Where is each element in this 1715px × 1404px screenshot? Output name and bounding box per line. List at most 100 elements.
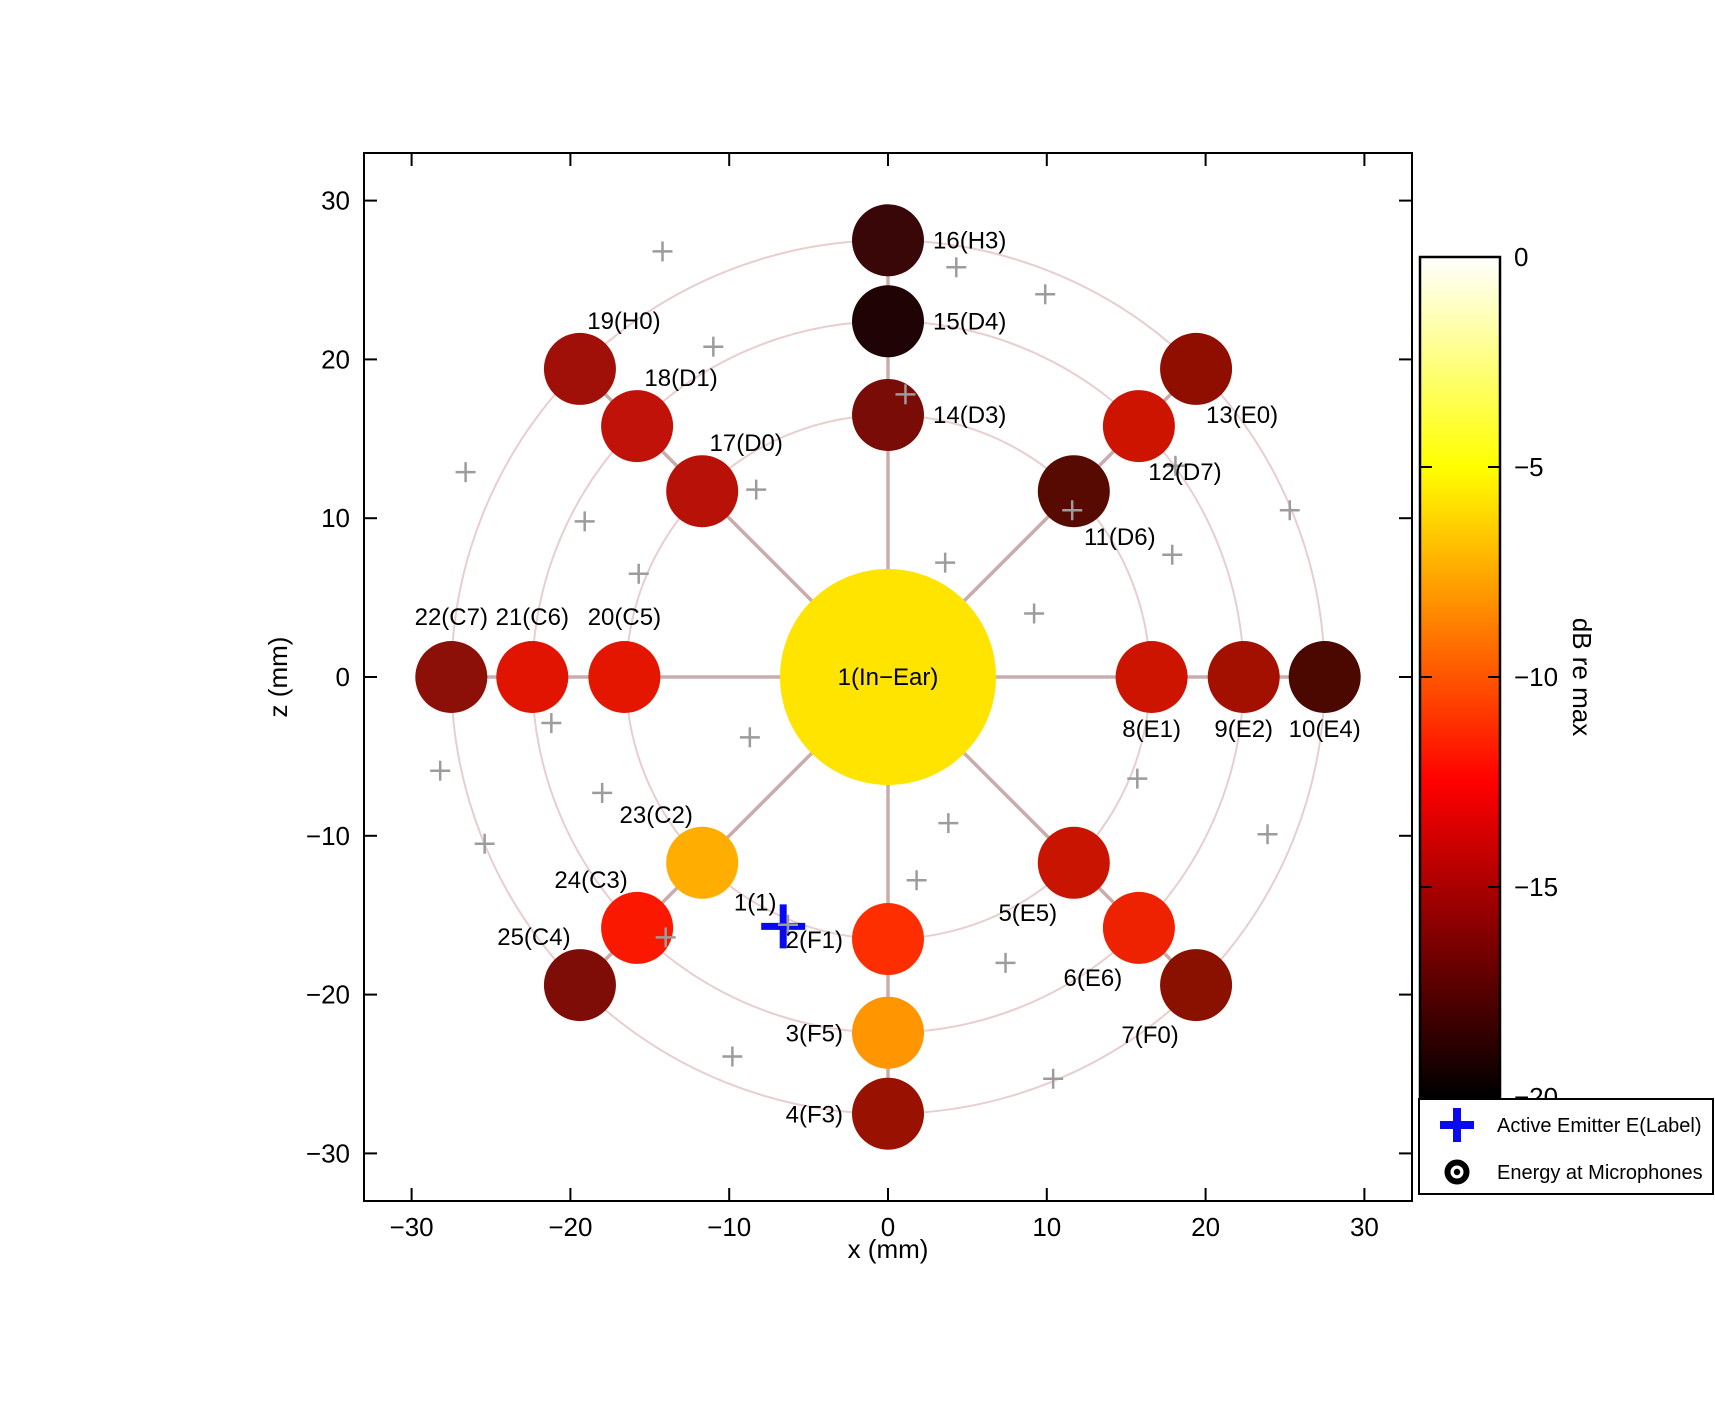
y-tick-label: −20: [306, 980, 350, 1010]
inactive-emitter-plus: [574, 511, 595, 532]
colorbar: [1418, 255, 1502, 1099]
active-emitter-cross: [761, 904, 806, 949]
inactive-emitter-plus: [1165, 455, 1186, 476]
mic-label-23: 23(C2): [620, 802, 693, 829]
mic-circle-12: [1102, 390, 1175, 463]
inactive-emitter-plus: [935, 552, 956, 573]
inactive-emitter-plus: [1035, 284, 1056, 305]
mic-label-21: 21(C6): [496, 604, 569, 631]
inactive-emitter-plus: [1062, 500, 1083, 521]
mic-circle-19: [543, 332, 616, 405]
legend-box: [1418, 1098, 1714, 1195]
inactive-emitter-plus: [1127, 768, 1148, 789]
y-tick-label: 20: [321, 344, 350, 374]
mic-label-8: 8(E1): [1122, 716, 1181, 743]
inactive-emitter-plus: [541, 713, 562, 734]
inactive-emitter-plus: [1043, 1068, 1064, 1089]
mic-label-20: 20(C5): [588, 604, 661, 631]
inactive-emitter-plus: [938, 813, 959, 834]
inactive-emitter-plus: [895, 384, 916, 405]
legend-item-active-emitter: Active Emitter E(Label): [1497, 1115, 1702, 1137]
mic-circle-24: [601, 891, 674, 964]
mic-circle-7: [1160, 949, 1233, 1022]
inactive-emitter-plus: [455, 462, 476, 483]
mic-circle-3: [852, 996, 924, 1069]
circle-dot-icon: [1444, 1159, 1470, 1185]
mic-circle-21: [496, 641, 569, 713]
mic-circle-14: [852, 378, 924, 451]
mic-circle-20: [588, 641, 661, 713]
mic-circle-11: [1037, 455, 1110, 528]
mic-circle-2: [852, 903, 924, 976]
mic-label-6: 6(E6): [1064, 965, 1123, 992]
mic-circle-8: [1115, 641, 1188, 713]
x-tick-label: −30: [390, 1212, 434, 1242]
inactive-emitter-plus: [777, 914, 798, 935]
mic-circle-1: [780, 569, 996, 785]
mic-label-4: 4(F3): [786, 1102, 843, 1129]
inactive-emitter-plus: [722, 1046, 743, 1067]
mic-label-25: 25(C4): [497, 924, 570, 951]
mic-circle-5: [1037, 826, 1110, 899]
axes-layer: −30 −20 −10 0 10 20 30 −30 −20 −10 0 10 20 30: [306, 152, 1413, 1242]
mic-label-13: 13(E0): [1206, 402, 1278, 429]
mic-circle-13: [1160, 332, 1233, 405]
colorbar-layer: 0−5−10−15−20: [1418, 242, 1558, 1112]
mic-label-15: 15(D4): [933, 308, 1006, 335]
colorbar-tick-label: −15: [1514, 872, 1558, 902]
microphone-dots-layer: [415, 204, 1361, 1150]
inactive-emitter-plus: [1279, 500, 1300, 521]
inactive-emitter-plus: [1257, 824, 1278, 845]
emitter-markers-layer: [430, 241, 1300, 1089]
mic-label-14: 14(D3): [933, 402, 1006, 429]
inactive-emitter-plus: [655, 927, 676, 948]
y-tick-label: −30: [306, 1138, 350, 1168]
mic-label-3: 3(F5): [786, 1021, 843, 1048]
inactive-emitter-plus: [739, 727, 760, 748]
x-tick-label: 0: [881, 1212, 895, 1242]
mic-circle-4: [852, 1077, 924, 1150]
mic-label-1: 1(In−Ear): [838, 664, 939, 691]
y-tick-label: 0: [336, 662, 350, 692]
x-tick-label: −10: [707, 1212, 751, 1242]
inactive-emitter-plus: [906, 870, 927, 891]
mic-circle-10: [1288, 641, 1361, 713]
mic-circle-6: [1102, 891, 1175, 964]
mic-label-19: 19(H0): [587, 308, 660, 335]
inactive-emitter-plus: [628, 563, 649, 584]
mic-circle-23: [666, 826, 739, 899]
inactive-emitter-plus: [430, 760, 451, 781]
mic-label-11: 11(D6): [1084, 524, 1156, 551]
inactive-emitter-plus: [703, 336, 724, 357]
x-tick-label: 20: [1191, 1212, 1220, 1242]
mic-label-16: 16(H3): [933, 227, 1006, 254]
inactive-emitter-plus: [1162, 544, 1183, 565]
legend-item-energy-mics: Energy at Microphones: [1497, 1162, 1703, 1184]
active-emitter-label: 1(1): [734, 889, 777, 916]
mic-label-7: 7(F0): [1121, 1022, 1178, 1049]
y-axis-label: z (mm): [263, 637, 293, 718]
mic-circle-18: [601, 390, 674, 463]
mic-circle-17: [666, 455, 739, 528]
mic-label-10: 10(E4): [1289, 716, 1361, 743]
mic-circle-16: [852, 204, 924, 277]
inactive-emitter-plus: [995, 952, 1016, 973]
annotation-labels-layer: 1(In−Ear) 2(F1) 3(F5) 4(F3) 5(E5) 6(E6) 7(F0) 8…: [415, 227, 1361, 1128]
inactive-emitter-plus: [1024, 603, 1045, 624]
colorbar-tick-label: −5: [1514, 452, 1544, 482]
colorbar-tick-label: −10: [1514, 662, 1558, 692]
mic-label-12: 12(D7): [1148, 459, 1221, 486]
y-tick-label: 30: [321, 186, 350, 216]
y-tick-label: −10: [306, 821, 350, 851]
inactive-emitter-plus: [946, 257, 967, 278]
mic-circle-22: [415, 641, 488, 713]
mic-label-24: 24(C3): [554, 867, 627, 894]
inactive-emitter-plus: [652, 241, 673, 262]
y-tick-label: 10: [321, 503, 350, 533]
inactive-emitter-plus: [746, 479, 767, 500]
mic-label-9: 9(E2): [1214, 716, 1273, 743]
colorbar-label: dB re max: [1567, 618, 1597, 737]
mic-label-17: 17(D0): [710, 430, 783, 457]
inactive-emitter-plus: [592, 782, 613, 803]
mic-label-2: 2(F1): [786, 927, 843, 954]
